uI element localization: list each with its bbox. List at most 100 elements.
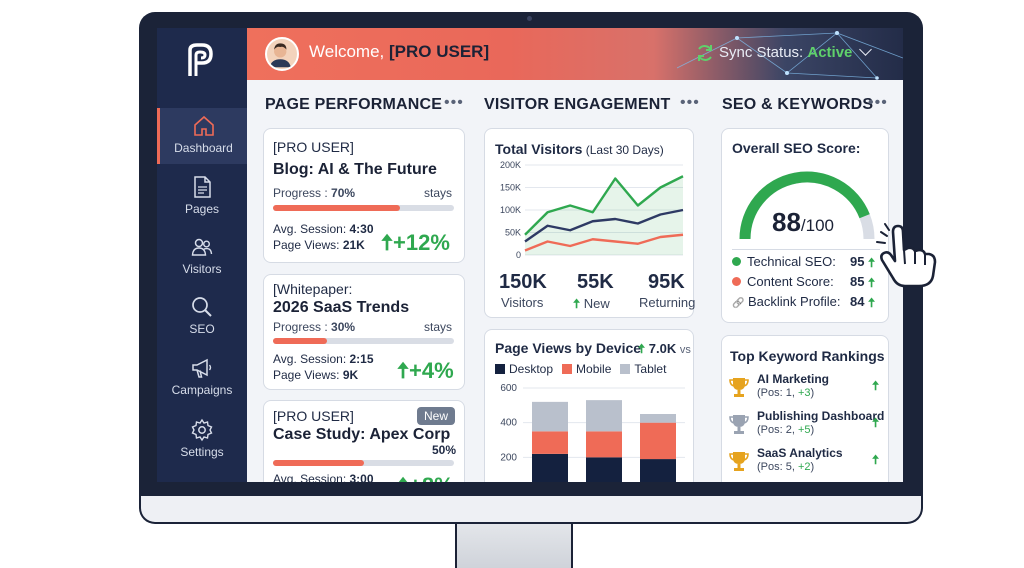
progress-label: Progress : bbox=[273, 186, 332, 200]
seo-metric-row: Content Score: 85 🠅 bbox=[732, 274, 882, 294]
monitor-frame: Dashboard Pages Visitors SEO Campaigns S… bbox=[139, 12, 923, 524]
arrow-up-icon: 🠅 bbox=[872, 415, 880, 430]
avatar-face-icon bbox=[269, 43, 291, 68]
session-label: Avg. Session: bbox=[273, 472, 350, 482]
bar-segment-mobile bbox=[640, 422, 676, 460]
progress-fill bbox=[273, 205, 400, 211]
seo-metric-value: 84 bbox=[850, 294, 865, 309]
pointer-hand-icon bbox=[876, 223, 937, 288]
arrow-up-icon: 🠅 bbox=[381, 230, 394, 255]
stat-label: Visitors bbox=[501, 295, 544, 310]
y-tick-label: 200 bbox=[500, 452, 517, 463]
keyword-change: +5 bbox=[797, 424, 811, 436]
keyword-row[interactable]: SaaS Analytics (Pos: 5, +2) 🠅 bbox=[728, 446, 886, 482]
sidebar-item-campaigns[interactable]: Campaigns bbox=[157, 350, 247, 406]
sidebar-item-pages[interactable]: Pages bbox=[157, 169, 247, 225]
sync-status[interactable]: Sync Status: Active bbox=[719, 43, 872, 61]
arrow-up-icon: 🠅 bbox=[868, 255, 876, 270]
visitors-subtitle: (Last 30 Days) bbox=[582, 143, 664, 157]
y-tick-label: 0 bbox=[516, 250, 521, 260]
keyword-pos-text: (Pos: 5, bbox=[757, 461, 798, 473]
delta-badge: 🠅+8% bbox=[397, 469, 454, 482]
arrow-up-icon: 🠅 bbox=[397, 473, 409, 482]
page-card[interactable]: [Whitepaper: 2026 SaaS Trends Progress :… bbox=[263, 274, 465, 390]
y-tick-label: 50K bbox=[505, 228, 521, 238]
sync-icon[interactable] bbox=[695, 43, 715, 63]
session-value: 4:30 bbox=[349, 222, 374, 236]
device-bar-chart: 6004002000DesktopMobileTablet bbox=[500, 383, 685, 482]
progress-label: Progress : bbox=[273, 320, 332, 334]
visitors-line-chart: 200K 150K 100K 50K 0 bbox=[500, 160, 684, 260]
page-name: 2026 SaaS Trends bbox=[273, 299, 410, 316]
delta-value: +12% bbox=[393, 230, 450, 255]
arrow-up-icon: 🠅 bbox=[638, 341, 646, 356]
seo-metric-label: Technical SEO: bbox=[747, 254, 836, 269]
legend-swatch bbox=[620, 364, 631, 374]
visitor-engagement-title: VISITOR ENGAGEMENT bbox=[484, 96, 671, 113]
progress-bar bbox=[273, 205, 454, 211]
user-name: [PRO USER] bbox=[389, 42, 490, 61]
progress-bar bbox=[273, 338, 454, 344]
keyword-row[interactable]: Publishing Dashboard (Pos: 2, +5) 🠅 bbox=[728, 409, 886, 446]
keyword-pos-text: (Pos: 1, bbox=[757, 387, 798, 399]
seo-keywords-title: SEO & KEYWORDS bbox=[722, 96, 874, 113]
sidebar-item-settings[interactable]: Settings bbox=[157, 412, 247, 468]
page-card[interactable]: [PRO USER] Blog: AI & The Future Progres… bbox=[263, 128, 465, 263]
sidebar-item-dashboard[interactable]: Dashboard bbox=[157, 108, 247, 164]
dot-icon bbox=[732, 257, 741, 266]
keywords-list: AI Marketing (Pos: 1, +3) 🠅 Publishing Dash… bbox=[728, 372, 886, 482]
dot-icon bbox=[732, 277, 741, 286]
session-label: Avg. Session: bbox=[273, 222, 350, 236]
keyword-row[interactable]: AI Marketing (Pos: 1, +3) 🠅 bbox=[728, 372, 886, 409]
y-tick-label: 150K bbox=[500, 183, 521, 193]
more-options-icon[interactable]: ••• bbox=[680, 94, 700, 111]
network-decoration bbox=[677, 31, 903, 80]
seo-score-max: /100 bbox=[800, 216, 835, 235]
chart-legend: Desktop Mobile Tablet bbox=[495, 362, 675, 376]
keyword-change: +2 bbox=[797, 461, 811, 473]
logo-icon bbox=[188, 43, 213, 76]
avatar[interactable] bbox=[265, 37, 299, 71]
more-options-icon[interactable]: ••• bbox=[444, 94, 464, 111]
right-note: 50% bbox=[432, 443, 457, 457]
seo-metric-row: 🔗 Backlink Profile: 84 🠅 bbox=[732, 294, 882, 314]
right-note: stays bbox=[424, 186, 453, 200]
views-label: Page Views: bbox=[273, 238, 343, 252]
arrow-up-icon: 🠅 bbox=[868, 295, 876, 310]
sidebar: Dashboard Pages Visitors SEO Campaigns S… bbox=[157, 28, 247, 482]
page-card[interactable]: [PRO USER] New Case Study: Apex Corp 50%… bbox=[263, 400, 465, 482]
legend-label: Tablet bbox=[634, 362, 667, 376]
total-visitors-card: Total Visitors (Last 30 Days) 200K 150K 10… bbox=[484, 128, 695, 318]
dashboard-screen: Dashboard Pages Visitors SEO Campaigns S… bbox=[157, 28, 903, 482]
progress-fill bbox=[273, 460, 364, 466]
sidebar-item-seo[interactable]: SEO bbox=[157, 289, 247, 345]
trophy-icon bbox=[729, 452, 749, 471]
gauge-fill bbox=[739, 171, 870, 240]
sidebar-item-visitors[interactable]: Visitors bbox=[157, 229, 247, 285]
series-area bbox=[525, 176, 683, 255]
arrow-up-icon: 🠅 bbox=[868, 275, 876, 290]
keyword-rankings-card: Top Keyword Rankings AI Marketing (Pos: 1… bbox=[721, 335, 889, 482]
more-options-icon[interactable]: ••• bbox=[868, 94, 888, 111]
progress-value: 70% bbox=[331, 186, 356, 200]
sync-label: Sync Status: bbox=[719, 44, 808, 61]
sync-state: Active bbox=[807, 44, 853, 61]
seo-score-gauge bbox=[739, 171, 875, 240]
sidebar-item-label: Pages bbox=[184, 202, 220, 216]
page-name: Case Study: Apex Corp bbox=[273, 426, 451, 443]
page-tag: [PRO USER] bbox=[273, 139, 354, 155]
series-line-1 bbox=[524, 208, 684, 243]
bar-segment-tablet bbox=[586, 400, 622, 432]
arrow-up-icon: 🠅 bbox=[872, 378, 880, 393]
arrow-up-icon: 🠅 bbox=[573, 296, 581, 311]
session-label: Avg. Session: bbox=[273, 352, 350, 366]
keyword-pos-close: ) bbox=[810, 387, 815, 399]
legend-label: Mobile bbox=[576, 362, 612, 376]
series-line-2 bbox=[524, 233, 684, 252]
legend-label: Desktop bbox=[509, 362, 554, 376]
keyword-name: AI Marketing bbox=[757, 372, 830, 386]
gear-icon bbox=[191, 418, 213, 442]
legend-swatch bbox=[495, 364, 505, 374]
views-value: 9K bbox=[342, 368, 359, 382]
progress-value: 30% bbox=[331, 320, 356, 334]
